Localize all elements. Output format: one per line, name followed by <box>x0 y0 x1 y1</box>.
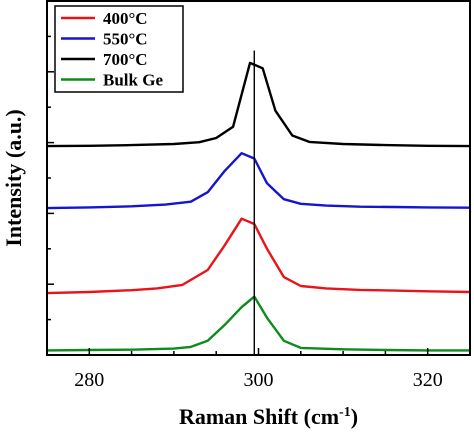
series-line-1 <box>47 151 470 210</box>
series-line-2 <box>47 61 470 148</box>
legend-label-0: 400°C <box>103 9 148 28</box>
y-axis-title: Intensity (a.u.) <box>1 109 26 247</box>
legend-label-1: 550°C <box>103 30 148 49</box>
legend-box <box>54 5 184 93</box>
series-line-0 <box>47 217 470 295</box>
x-tick-label: 300 <box>244 369 274 391</box>
axis-ticks: 280 300 320 <box>46 0 471 391</box>
series-line-3 <box>47 295 470 352</box>
x-axis-title: Raman Shift (cm-1) <box>179 404 358 429</box>
x-tick-label: 280 <box>74 369 104 391</box>
plot-area <box>47 50 470 355</box>
x-tick-label: 320 <box>413 369 443 391</box>
legend-label-2: 700°C <box>103 50 148 69</box>
legend-label-3: Bulk Ge <box>103 71 163 90</box>
